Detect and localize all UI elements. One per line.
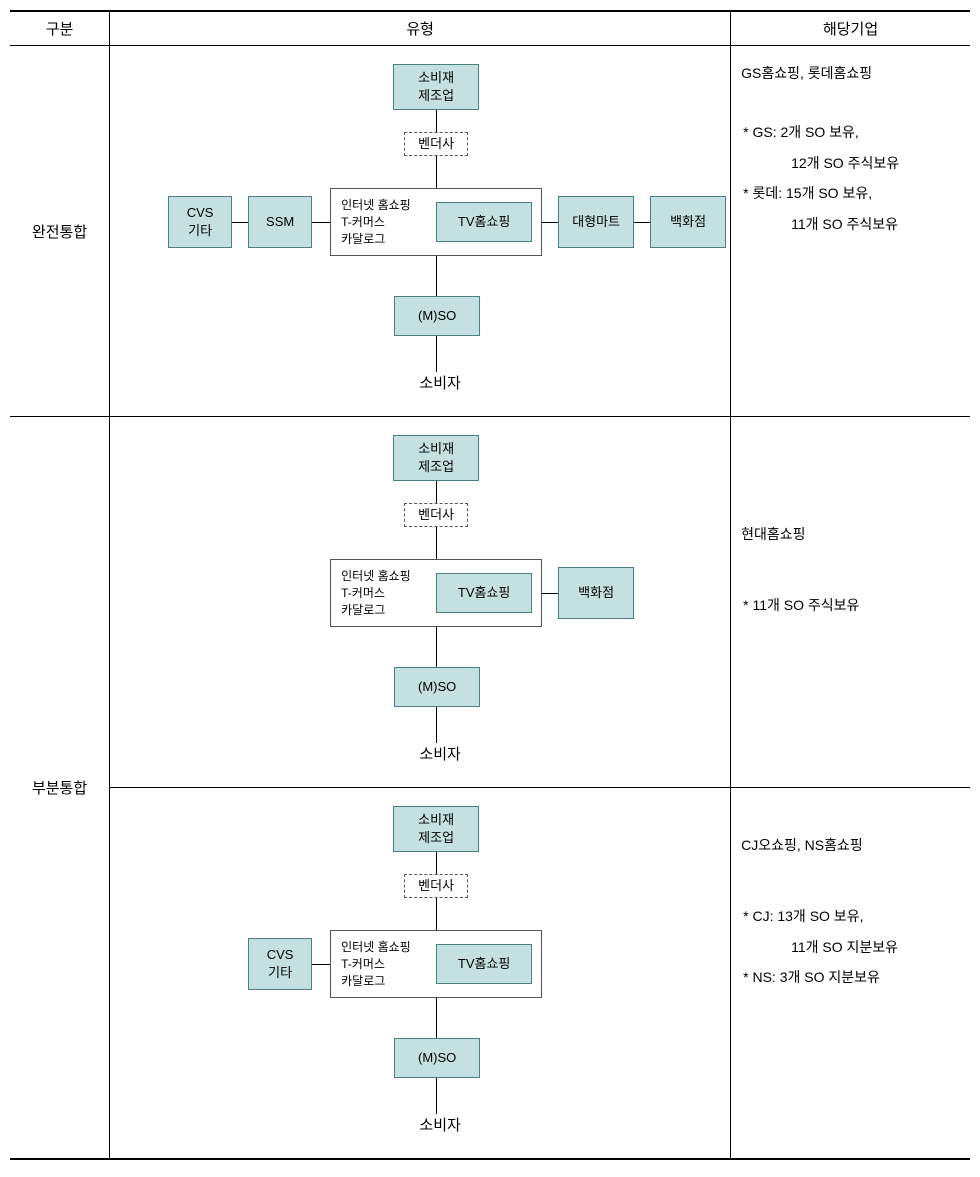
d3-center-left-text: 인터넷 홈쇼핑T-커머스카달로그 [341,939,411,989]
d2-consumer-label: 소비자 [410,743,470,764]
d1-ssm-box: SSM [248,196,312,248]
company-r1-l2: 12개 SO 주식보유 [741,148,960,179]
header-row: 구분 유형 해당기업 [10,11,970,46]
d1-vline-1 [436,110,437,132]
row2-label: 부분통합 [10,417,110,1160]
d3-vline-4 [436,1078,437,1114]
d2-dept-box: 백화점 [558,567,634,619]
d1-dept-box: 백화점 [650,196,726,248]
d2-center-left-text: 인터넷 홈쇼핑T-커머스카달로그 [341,568,411,618]
company-r1-l4: 11개 SO 주식보유 [741,209,960,240]
d3-top-box: 소비재제조업 [393,806,479,852]
header-gubun: 구분 [10,11,110,46]
d2-tv-box: TV홈쇼핑 [436,573,532,613]
company-r3-l1: * CJ: 13개 SO 보유, [741,901,960,932]
company-r3-title: CJ오쇼핑, NS홈쇼핑 [741,830,960,861]
row-partial-2: 소비재제조업벤더사인터넷 홈쇼핑T-커머스카달로그 TV홈쇼핑 (M)SO 소비자 CV… [10,788,970,1160]
company-r1-l1: * GS: 2개 SO 보유, [741,117,960,148]
diagram-partial-2: 소비재제조업벤더사인터넷 홈쇼핑T-커머스카달로그 TV홈쇼핑 (M)SO 소비자 CV… [110,788,730,1158]
d2-top-box: 소비재제조업 [393,435,479,481]
d2-vline-4 [436,707,437,743]
integration-table: 구분 유형 해당기업 완전통합 소비재제조업벤더사인터넷 홈쇼핑T-커머스카달로… [10,10,970,1160]
d3-cvs-box: CVS기타 [248,938,312,990]
company-r2-title: 현대홈쇼핑 [741,519,960,550]
row3-company: CJ오쇼핑, NS홈쇼핑 * CJ: 13개 SO 보유, 11개 SO 지분보… [731,788,970,1160]
d1-vendor-box: 벤더사 [404,132,468,156]
d3-vline-3 [436,998,437,1038]
d3-tv-box: TV홈쇼핑 [436,944,532,984]
d1-center-left-text: 인터넷 홈쇼핑T-커머스카달로그 [341,197,411,247]
company-r2-l1: * 11개 SO 주식보유 [741,590,960,621]
d2-mso-box: (M)SO [394,667,480,707]
d1-cvs-box: CVS기타 [168,196,232,248]
row-full-integration: 완전통합 소비재제조업벤더사인터넷 홈쇼핑T-커머스카달로그 TV홈쇼핑 (M)SO… [10,46,970,417]
company-r1-title: GS홈쇼핑, 롯데홈쇼핑 [741,58,960,89]
d1-consumer-label: 소비자 [410,372,470,393]
d3-vendor-box: 벤더사 [404,874,468,898]
header-company: 해당기업 [731,11,970,46]
d1-vline-3 [436,256,437,296]
d3-mso-box: (M)SO [394,1038,480,1078]
d1-vline-2 [436,156,437,188]
d2-hline-r [542,593,558,594]
company-r3-l2: 11개 SO 지분보유 [741,932,960,963]
row2-company: 현대홈쇼핑 * 11개 SO 주식보유 [731,417,970,788]
d2-vline-2 [436,527,437,559]
header-type: 유형 [110,11,731,46]
d1-top-box: 소비재제조업 [393,64,479,110]
d1-hline-l2 [312,222,330,223]
diagram-partial-1: 소비재제조업벤더사인터넷 홈쇼핑T-커머스카달로그 TV홈쇼핑 (M)SO 소비자 백화… [110,417,730,787]
d1-mart-box: 대형마트 [558,196,634,248]
d1-mso-box: (M)SO [394,296,480,336]
row1-label: 완전통합 [10,46,110,417]
row1-company: GS홈쇼핑, 롯데홈쇼핑 * GS: 2개 SO 보유, 12개 SO 주식보유… [731,46,970,417]
d1-vline-4 [436,336,437,372]
d1-tv-box: TV홈쇼핑 [436,202,532,242]
d2-vendor-box: 벤더사 [404,503,468,527]
d1-hline-r1 [542,222,558,223]
company-r3-l3: * NS: 3개 SO 지분보유 [741,962,960,993]
row-partial-1: 부분통합 소비재제조업벤더사인터넷 홈쇼핑T-커머스카달로그TV홈쇼핑(M)SO… [10,417,970,788]
diagram-full: 소비재제조업벤더사인터넷 홈쇼핑T-커머스카달로그 TV홈쇼핑 (M)SO 소비자 CV… [110,46,730,416]
d2-vline-1 [436,481,437,503]
d3-hline-l [312,964,330,965]
d3-consumer-label: 소비자 [410,1114,470,1135]
d2-vline-3 [436,627,437,667]
d3-vline-1 [436,852,437,874]
d1-hline-r2 [634,222,650,223]
d3-vline-2 [436,898,437,930]
company-r1-l3: * 롯데: 15개 SO 보유, [741,178,960,209]
d1-hline-l1 [232,222,248,223]
